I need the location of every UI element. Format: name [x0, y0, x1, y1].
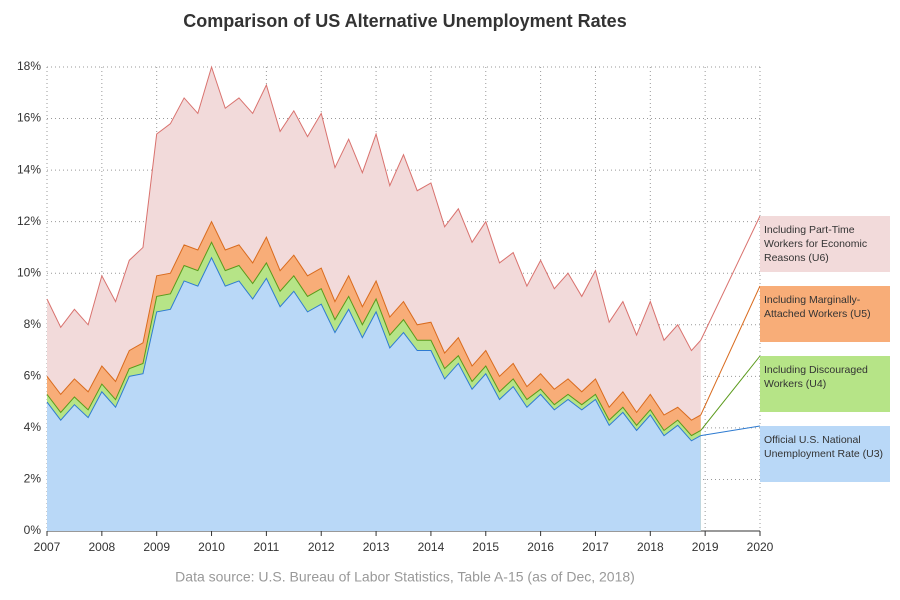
- x-tick-label: 2007: [34, 540, 61, 554]
- x-tick-label: 2019: [692, 540, 719, 554]
- source-note: Data source: U.S. Bureau of Labor Statis…: [175, 569, 635, 585]
- x-tick-label: 2010: [198, 540, 225, 554]
- y-tick-label: 16%: [17, 111, 41, 125]
- line: [46, 241, 702, 437]
- line: [46, 65, 702, 352]
- y-tick-label: 6%: [24, 369, 42, 383]
- x-tick-label: 2020: [747, 540, 774, 554]
- legend-entry: Including Part-Time Workers for Economic…: [760, 216, 890, 272]
- line: [46, 256, 702, 442]
- legend-leader: [700, 355, 761, 431]
- x-tick-label: 2012: [308, 540, 335, 554]
- legend-entry: Including Discouraged Workers (U4): [760, 356, 890, 412]
- x-tick-label: 2016: [527, 540, 554, 554]
- y-tick-label: 14%: [17, 162, 41, 176]
- x-tick-label: 2011: [253, 540, 279, 554]
- x-tick-label: 2009: [143, 540, 170, 554]
- x-tick-label: 2015: [472, 540, 499, 554]
- x-tick-label: 2008: [88, 540, 115, 554]
- y-tick-label: 0%: [24, 523, 42, 537]
- y-tick-label: 8%: [24, 317, 42, 331]
- y-tick-label: 10%: [17, 265, 41, 279]
- y-tick-label: 4%: [24, 420, 42, 434]
- x-tick-label: 2018: [637, 540, 664, 554]
- y-tick-label: 18%: [17, 59, 41, 73]
- x-tick-label: 2013: [363, 540, 390, 554]
- area: [47, 257, 701, 531]
- legend-entry: Official U.S. National Unemployment Rate…: [760, 426, 890, 482]
- legend-entry: Including Marginally-Attached Workers (U…: [760, 286, 890, 342]
- x-tick-label: 2014: [418, 540, 445, 554]
- legend-leader: [700, 215, 761, 341]
- y-tick-label: 12%: [17, 214, 41, 228]
- chart-title: Comparison of US Alternative Unemploymen…: [183, 11, 626, 31]
- y-tick-label: 2%: [24, 472, 42, 486]
- legend-leader: [700, 285, 761, 416]
- line: [46, 220, 702, 421]
- x-tick-label: 2017: [582, 540, 609, 554]
- legend-leader: [700, 425, 761, 437]
